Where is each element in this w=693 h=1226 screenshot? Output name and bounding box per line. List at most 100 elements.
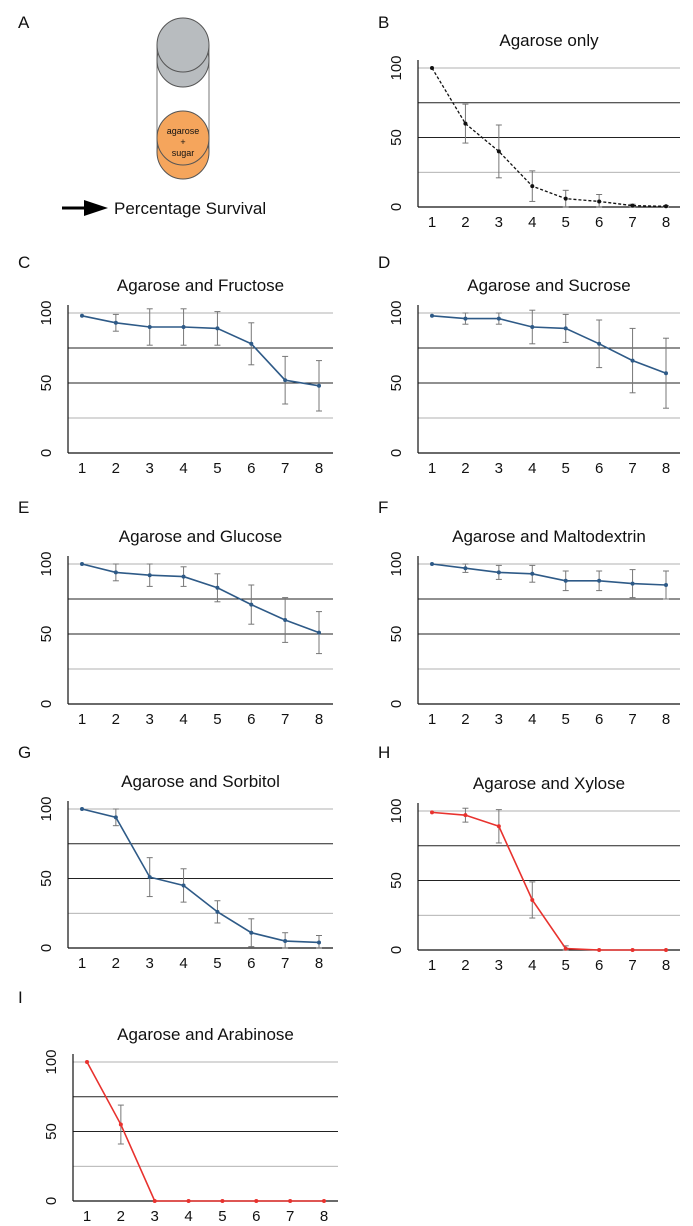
chart-title-c: Agarose and Fructose xyxy=(117,276,284,295)
x-tick-label: 3 xyxy=(146,711,154,728)
x-tick-label: 4 xyxy=(179,460,187,477)
data-point xyxy=(215,585,220,590)
series-line-d xyxy=(431,315,667,374)
x-tick-label: 4 xyxy=(179,955,187,972)
y-tick-label: 0 xyxy=(388,203,405,211)
y-tick-label: 50 xyxy=(388,129,405,146)
data-point xyxy=(283,618,288,622)
data-point xyxy=(80,313,84,318)
chart-title-b: Agarose only xyxy=(499,31,599,50)
cylinder-label-sugar: sugar xyxy=(172,148,195,158)
x-tick-label: 8 xyxy=(662,957,670,974)
x-tick-label: 1 xyxy=(428,460,436,477)
chart-title-i: Agarose and Arabinose xyxy=(117,1025,294,1044)
chart-panel-b: B Agarose only 0 50 100 1 2 3 4 5 6 7 8 xyxy=(378,13,680,231)
y-tick-label: 0 xyxy=(38,449,55,457)
data-point xyxy=(530,897,535,902)
data-point xyxy=(664,371,668,376)
data-point xyxy=(186,1199,191,1203)
data-point xyxy=(597,341,602,346)
data-point xyxy=(530,184,535,189)
x-tick-label: 2 xyxy=(112,711,120,728)
x-tick-label: 8 xyxy=(320,1208,328,1225)
y-tick-label: 100 xyxy=(388,551,405,576)
x-tick-label: 5 xyxy=(218,1208,226,1225)
x-tick-label: 6 xyxy=(247,711,255,728)
panel-letter-c: C xyxy=(18,253,30,272)
chart-panel-d: D Agarose and Sucrose 0 50 100 1 2 3 4 5 6 7 8 xyxy=(378,253,680,477)
data-point xyxy=(80,807,84,811)
y-tick-label: 100 xyxy=(38,300,55,325)
cylinder-label-agarose: agarose xyxy=(167,126,200,136)
x-tick-label: 3 xyxy=(146,460,154,477)
panel-letter-h: H xyxy=(378,743,390,762)
x-tick-label: 1 xyxy=(428,957,436,974)
data-point xyxy=(630,948,635,952)
x-tick-label: 8 xyxy=(315,711,323,728)
data-point xyxy=(80,562,84,566)
y-tick-label: 100 xyxy=(388,55,405,80)
x-tick-label: 2 xyxy=(461,460,469,477)
data-point xyxy=(317,383,321,388)
chart-panel-c: C Agarose and Fructose 0 50 100 1 2 3 4 5 6 7 8 xyxy=(18,253,333,477)
x-tick-label: 4 xyxy=(179,711,187,728)
data-point xyxy=(85,1060,89,1064)
y-tick-label: 100 xyxy=(388,300,405,325)
chart-title-g: Agarose and Sorbitol xyxy=(121,772,280,791)
y-tick-label: 50 xyxy=(38,870,55,887)
data-point xyxy=(317,630,321,635)
x-tick-label: 5 xyxy=(562,711,570,728)
data-point xyxy=(597,578,602,583)
panel-a: A agarose + sugar Percentage Survival xyxy=(18,13,266,218)
x-tick-label: 8 xyxy=(662,460,670,477)
data-point xyxy=(254,1199,259,1203)
x-tick-label: 4 xyxy=(528,957,536,974)
x-tick-label: 3 xyxy=(495,214,503,231)
x-tick-label: 5 xyxy=(562,214,570,231)
data-point xyxy=(430,810,434,815)
x-tick-label: 7 xyxy=(281,460,289,477)
x-tick-label: 7 xyxy=(628,214,636,231)
data-point xyxy=(113,815,118,820)
x-tick-label: 3 xyxy=(146,955,154,972)
data-point xyxy=(215,909,220,914)
x-tick-label: 2 xyxy=(461,214,469,231)
x-tick-label: 1 xyxy=(83,1208,91,1225)
y-tick-label: 100 xyxy=(388,798,405,823)
data-point xyxy=(463,566,468,571)
data-point xyxy=(563,326,568,331)
data-point xyxy=(249,930,254,935)
chart-title-f: Agarose and Maltodextrin xyxy=(452,527,646,546)
panel-letter-e: E xyxy=(18,498,29,517)
x-tick-label: 1 xyxy=(78,460,86,477)
y-tick-label: 50 xyxy=(388,375,405,392)
data-point xyxy=(597,199,602,204)
x-tick-label: 2 xyxy=(461,957,469,974)
panel-letter-i: I xyxy=(18,988,23,1007)
y-tick-label: 50 xyxy=(38,375,55,392)
y-tick-label: 50 xyxy=(388,872,405,889)
x-tick-label: 2 xyxy=(112,955,120,972)
data-point xyxy=(463,813,468,818)
data-point xyxy=(283,939,288,944)
data-point xyxy=(430,66,434,70)
series-line-g xyxy=(81,808,320,944)
x-tick-label: 1 xyxy=(78,955,86,972)
data-point xyxy=(430,562,434,566)
data-point xyxy=(249,341,254,346)
data-point xyxy=(530,571,535,576)
data-point xyxy=(147,875,152,880)
data-point xyxy=(530,325,535,329)
data-point xyxy=(496,149,501,154)
data-point xyxy=(113,570,118,575)
y-tick-label: 50 xyxy=(38,626,55,643)
chart-title-h: Agarose and Xylose xyxy=(473,774,625,793)
data-point xyxy=(630,203,635,208)
data-point xyxy=(664,204,668,209)
x-tick-label: 1 xyxy=(78,711,86,728)
data-point xyxy=(152,1199,157,1203)
panel-letter-a: A xyxy=(18,13,30,32)
data-point xyxy=(496,570,501,575)
x-tick-label: 3 xyxy=(495,711,503,728)
